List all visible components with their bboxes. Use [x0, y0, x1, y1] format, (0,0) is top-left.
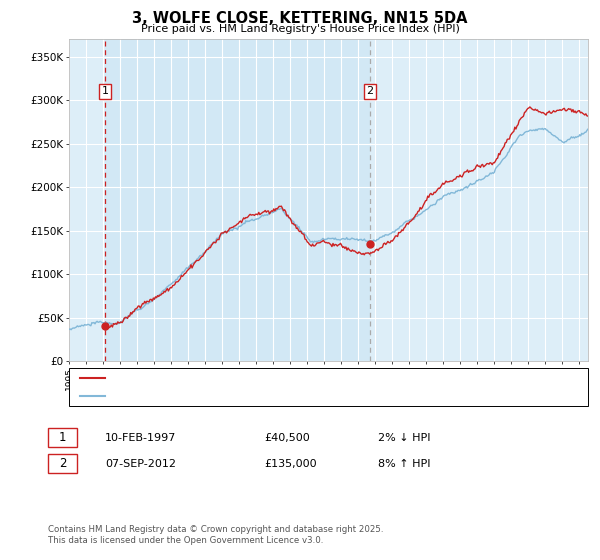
Text: 07-SEP-2012: 07-SEP-2012: [105, 459, 176, 469]
Text: 3, WOLFE CLOSE, KETTERING, NN15 5DA: 3, WOLFE CLOSE, KETTERING, NN15 5DA: [132, 11, 468, 26]
Text: £40,500: £40,500: [264, 433, 310, 443]
Text: 10-FEB-1997: 10-FEB-1997: [105, 433, 176, 443]
Text: 2: 2: [59, 457, 66, 470]
Text: HPI: Average price, semi-detached house, North Northamptonshire: HPI: Average price, semi-detached house,…: [112, 391, 439, 401]
Text: 1: 1: [59, 431, 66, 445]
Text: 8% ↑ HPI: 8% ↑ HPI: [378, 459, 431, 469]
Bar: [105, 39, 370, 361]
Text: 2: 2: [366, 86, 373, 96]
Text: 1: 1: [101, 86, 109, 96]
Text: £135,000: £135,000: [264, 459, 317, 469]
Text: 2% ↓ HPI: 2% ↓ HPI: [378, 433, 431, 443]
Text: 3, WOLFE CLOSE, KETTERING, NN15 5DA (semi-detached house): 3, WOLFE CLOSE, KETTERING, NN15 5DA (sem…: [112, 373, 428, 383]
Text: Price paid vs. HM Land Registry's House Price Index (HPI): Price paid vs. HM Land Registry's House …: [140, 24, 460, 34]
Text: Contains HM Land Registry data © Crown copyright and database right 2025.
This d: Contains HM Land Registry data © Crown c…: [48, 525, 383, 545]
